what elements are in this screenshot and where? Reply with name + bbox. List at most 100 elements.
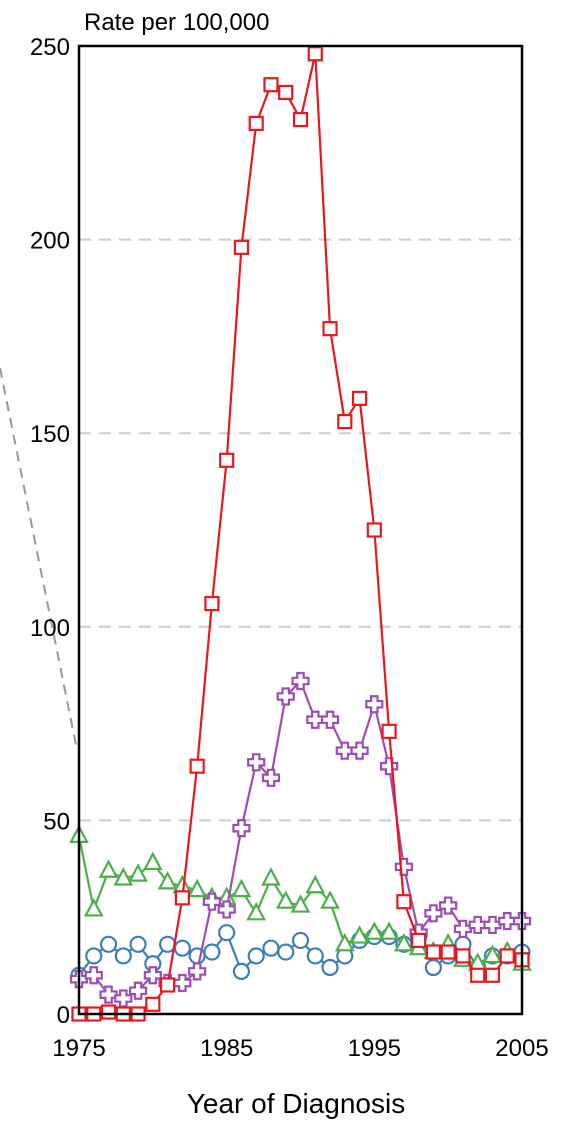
data-point-cross <box>350 741 369 760</box>
data-point-triangle <box>334 932 355 952</box>
data-point-square <box>470 967 486 983</box>
data-point-triangle <box>275 890 296 909</box>
data-point-circle <box>114 947 132 965</box>
data-point-square <box>366 522 382 538</box>
data-point-cross <box>128 981 148 1000</box>
data-point-circle <box>247 947 265 965</box>
y-tick-label: 50 <box>43 808 70 835</box>
data-point-square <box>396 894 412 910</box>
data-point-triangle <box>349 925 370 944</box>
data-point-cross <box>365 695 384 714</box>
data-point-square <box>484 967 501 983</box>
data-point-cross <box>143 966 162 985</box>
data-point-cross <box>114 989 133 1008</box>
data-point-square <box>189 758 205 774</box>
data-point-triangle <box>231 878 252 898</box>
data-point-circle <box>306 947 324 965</box>
data-point-triangle <box>113 867 134 886</box>
data-point-square <box>440 944 456 960</box>
y-tick-label: 200 <box>30 228 70 255</box>
data-point-triangle <box>128 863 148 882</box>
data-point-circle <box>262 939 280 957</box>
data-point-cross <box>202 892 221 911</box>
data-point-circle <box>99 935 118 953</box>
data-point-cross <box>291 671 310 691</box>
data-point-circle <box>218 924 236 942</box>
data-point-cross <box>217 900 236 919</box>
data-point-cross <box>99 985 118 1004</box>
data-point-cross <box>84 966 103 985</box>
y-axis-title: Rate per 100,000 <box>84 9 269 36</box>
data-point-square <box>248 115 264 132</box>
data-point-square <box>425 944 441 960</box>
data-point-circle <box>321 958 339 977</box>
data-point-cross <box>498 911 517 931</box>
data-point-triangle <box>98 859 119 878</box>
data-point-cross <box>261 768 281 787</box>
data-point-triangle <box>157 871 178 890</box>
data-point-square <box>307 46 323 62</box>
dashed-guide-line <box>0 367 77 746</box>
x-axis-title: Year of Diagnosis <box>187 1088 405 1119</box>
x-tick-label: 1995 <box>348 1035 401 1062</box>
data-point-square <box>322 321 338 337</box>
data-point-cross <box>335 741 354 760</box>
data-point-circle <box>232 962 251 981</box>
y-tick-label: 250 <box>30 34 70 61</box>
data-point-triangle <box>290 894 311 913</box>
data-point-triangle <box>379 921 399 940</box>
data-point-square <box>263 77 279 93</box>
data-point-square <box>292 111 309 128</box>
data-point-square <box>145 996 161 1012</box>
data-point-circle <box>173 939 191 957</box>
y-tick-label: 0 <box>57 1002 70 1029</box>
x-tick-label: 1985 <box>200 1035 253 1062</box>
data-point-square <box>278 84 294 101</box>
data-point-square <box>351 390 368 406</box>
data-point-cross <box>380 757 399 776</box>
plot-frame <box>77 44 524 1016</box>
x-tick-label: 2005 <box>495 1035 548 1062</box>
data-point-cross <box>247 753 266 772</box>
data-point-cross <box>276 687 295 706</box>
data-point-cross <box>320 710 340 729</box>
data-point-circle <box>203 943 221 961</box>
gridlines <box>79 238 522 822</box>
data-point-triangle <box>364 921 385 940</box>
data-point-cross <box>188 962 207 981</box>
data-point-square <box>233 239 250 255</box>
data-point-circle <box>129 935 147 953</box>
data-point-square <box>411 932 427 949</box>
data-point-cross <box>468 915 487 935</box>
data-point-triangle <box>246 901 267 921</box>
series-group <box>69 46 532 1022</box>
data-point-square <box>204 595 220 612</box>
y-tick-label: 100 <box>30 615 70 642</box>
data-point-triangle <box>394 932 414 952</box>
y-tick-label: 150 <box>30 421 70 448</box>
data-point-cross <box>394 857 413 876</box>
data-point-square <box>174 890 190 906</box>
data-point-triangle <box>261 867 281 886</box>
data-point-cross <box>453 919 473 938</box>
data-point-square <box>100 1004 117 1020</box>
data-point-circle <box>277 943 295 961</box>
data-point-square <box>219 452 235 468</box>
data-point-cross <box>424 904 443 923</box>
data-point-triangle <box>482 944 503 964</box>
data-point-square <box>455 948 471 964</box>
data-point-triangle <box>320 890 340 909</box>
data-point-cross <box>439 896 458 915</box>
data-point-circle <box>424 958 442 977</box>
data-point-square <box>337 413 353 430</box>
data-point-cross <box>483 915 502 935</box>
data-point-triangle <box>187 878 207 898</box>
data-point-cross <box>232 819 251 838</box>
x-tick-label: 1975 <box>52 1035 105 1062</box>
data-point-circle <box>85 947 103 965</box>
tick-labels: 0 50 100 150 200 250 1975 1985 1995 2005 <box>30 34 549 1062</box>
data-point-triangle <box>142 851 163 871</box>
data-point-square <box>160 977 176 993</box>
data-point-square <box>499 948 515 964</box>
